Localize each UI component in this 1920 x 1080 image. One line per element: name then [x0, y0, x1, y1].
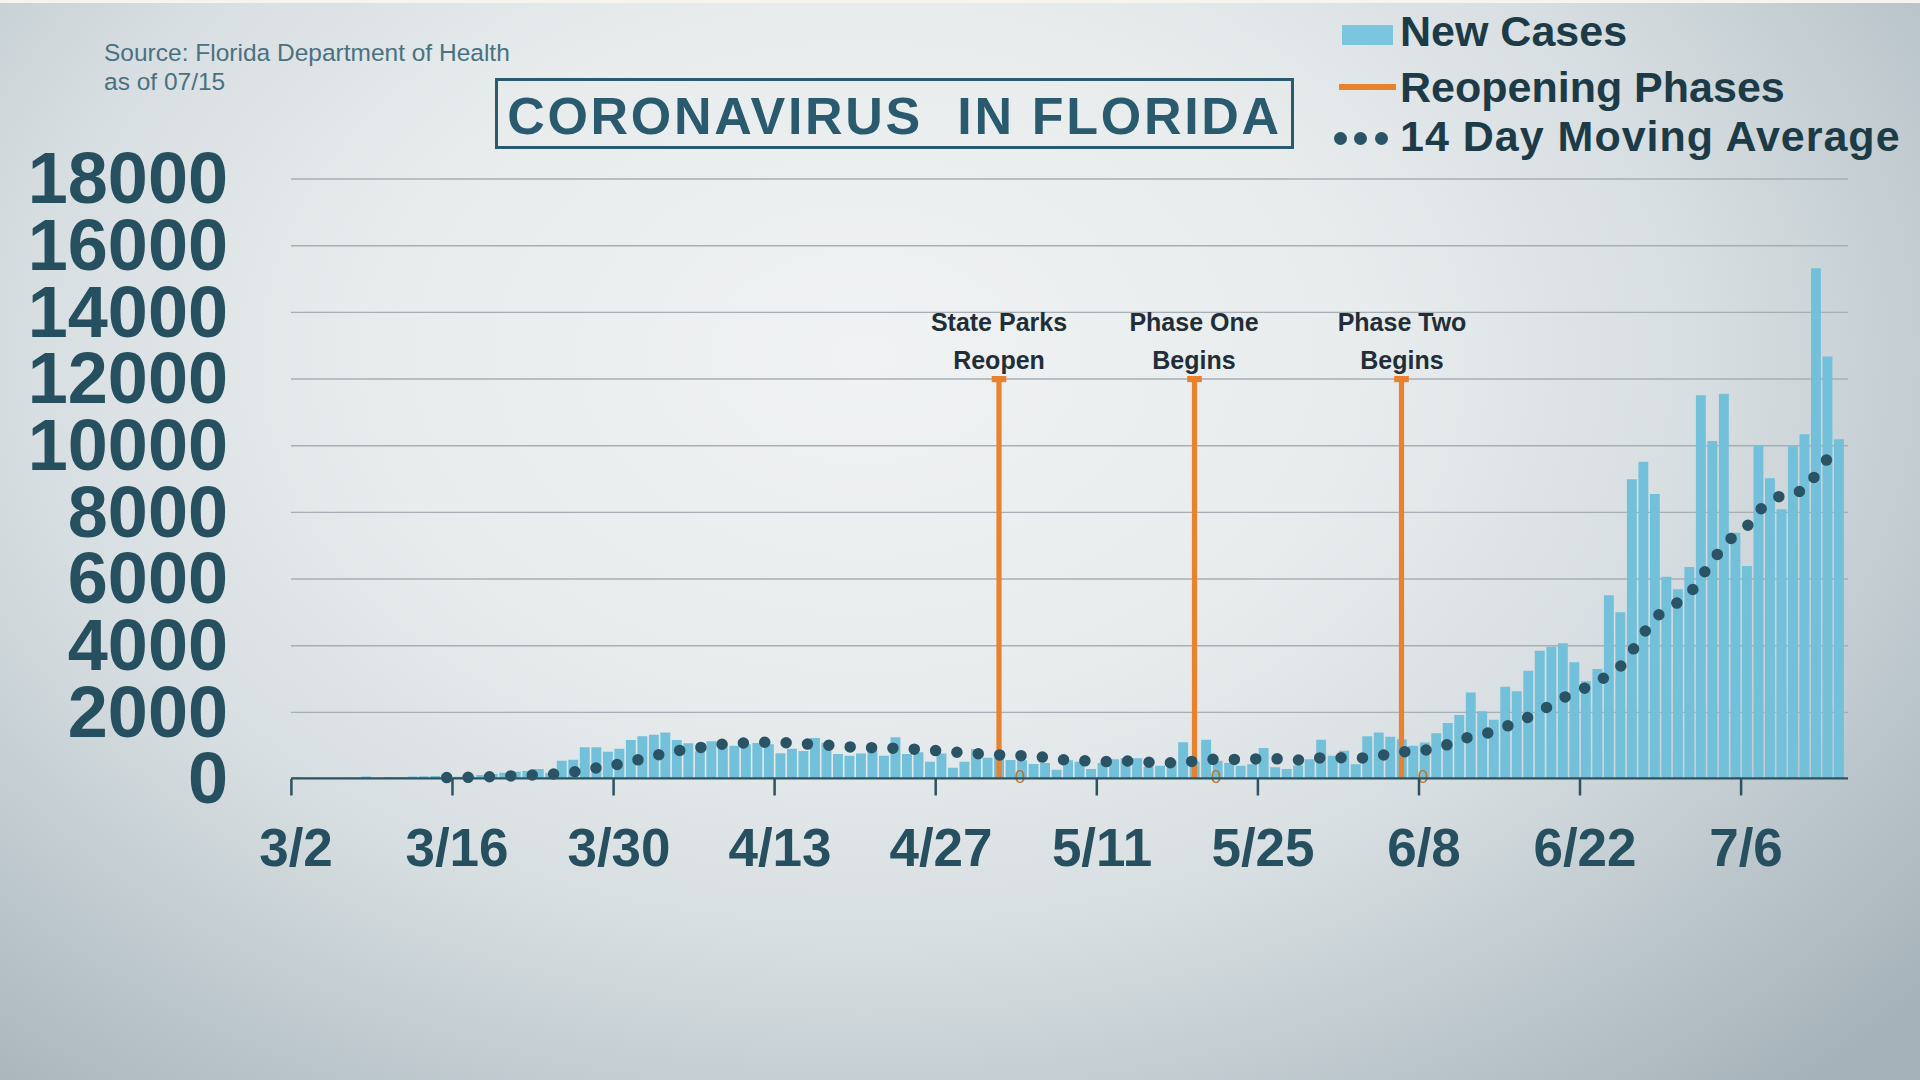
svg-text:0: 0 [1015, 766, 1026, 787]
svg-text:0: 0 [1211, 766, 1222, 787]
